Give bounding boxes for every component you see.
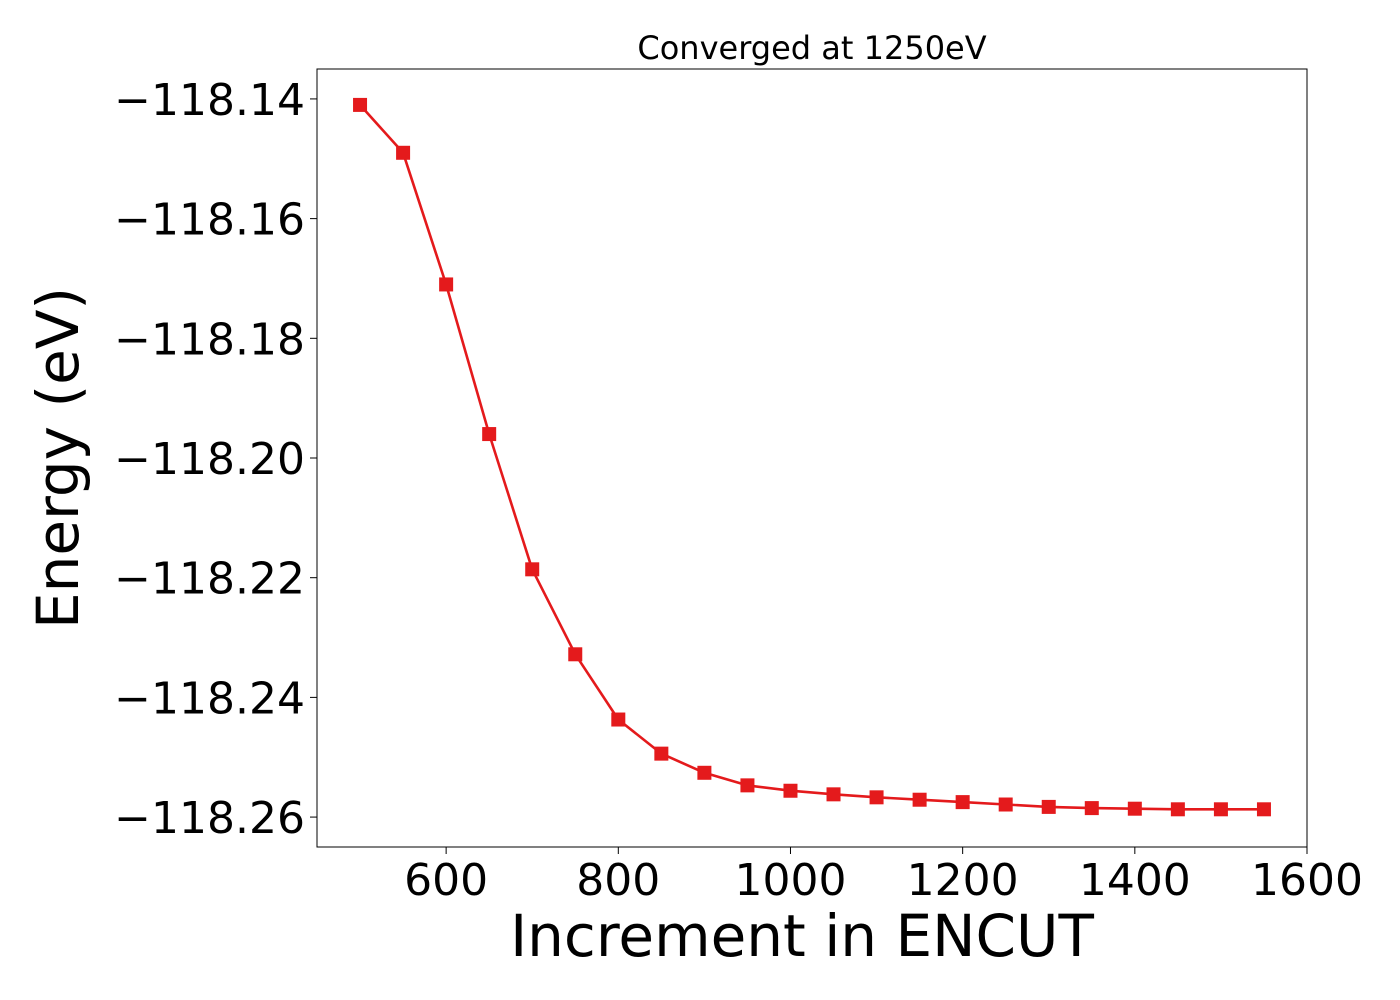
data-point-marker (482, 427, 497, 442)
data-point-marker (611, 712, 626, 727)
data-point-marker (1127, 801, 1142, 816)
data-point-marker (1041, 799, 1056, 814)
y-tick-label: −118.22 (114, 554, 305, 605)
x-axis: 600 800 1000 1200 1400 1600 (404, 847, 1363, 906)
data-point-marker (912, 792, 927, 807)
data-point-marker (869, 790, 884, 805)
y-tick-label: −118.24 (114, 673, 305, 724)
series-layer (353, 97, 1271, 817)
x-tick-label: 1200 (907, 855, 1019, 906)
data-point-marker (1170, 802, 1185, 817)
x-tick-label: 1600 (1251, 855, 1363, 906)
data-point-marker (740, 778, 755, 793)
x-axis-label: Increment in ENCUT (510, 902, 1094, 970)
x-tick-label: 1400 (1079, 855, 1191, 906)
x-tick-label: 600 (404, 855, 488, 906)
data-point-marker (353, 97, 368, 112)
data-point-marker (525, 562, 540, 577)
data-point-marker (697, 765, 712, 780)
series-line (359, 104, 1264, 811)
data-point-marker (1213, 802, 1228, 817)
data-point-marker (1084, 801, 1099, 816)
chart-title: Converged at 1250eV (637, 29, 986, 67)
x-tick-label: 1000 (734, 855, 846, 906)
y-axis: −118.14 −118.16 −118.18 −118.20 −118.22 −118.… (114, 75, 317, 844)
data-point-marker (396, 145, 411, 160)
plot-area (316, 68, 1308, 848)
y-tick-label: −118.18 (114, 314, 305, 365)
data-point-marker (998, 797, 1013, 812)
y-tick-label: −118.20 (114, 434, 305, 485)
data-point-marker (1256, 802, 1271, 817)
y-tick-label: −118.14 (114, 75, 305, 126)
y-axis-label: Energy (eV) (24, 287, 92, 629)
x-tick-label: 800 (576, 855, 660, 906)
data-point-marker (568, 647, 583, 662)
data-point-marker (439, 277, 454, 292)
data-point-marker (826, 787, 841, 802)
data-point-marker (783, 783, 798, 798)
y-tick-label: −118.16 (114, 195, 305, 246)
data-point-marker (654, 746, 669, 761)
y-tick-label: −118.26 (114, 793, 305, 844)
data-point-marker (955, 795, 970, 810)
